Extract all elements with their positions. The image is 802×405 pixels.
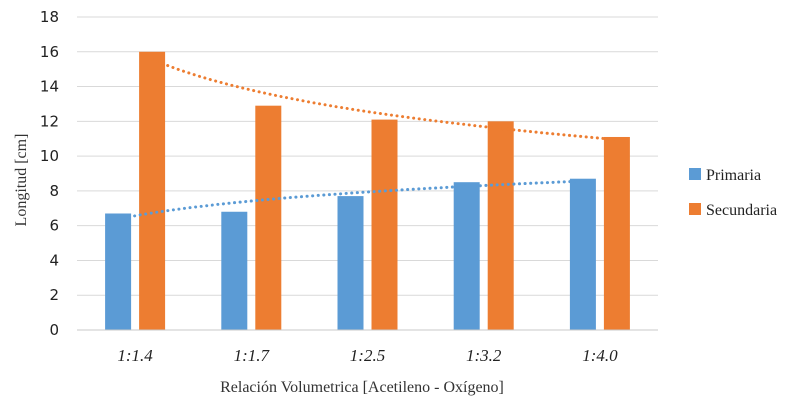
x-tick-label: 1:4.0 bbox=[582, 346, 618, 365]
y-tick-label: 0 bbox=[49, 321, 59, 339]
y-axis-ticks: 0 2 4 6 8 10 12 14 16 18 bbox=[40, 8, 59, 339]
legend: Primaria Secundaria bbox=[689, 167, 777, 219]
x-axis-ticks: 1:1.4 1:1.7 1:2.5 1:3.2 1:4.0 bbox=[117, 346, 618, 365]
x-axis-title: Relación Volumetrica [Acetileno - Oxígen… bbox=[220, 379, 504, 396]
legend-label-secundaria: Secundaria bbox=[706, 202, 777, 219]
y-tick-label: 2 bbox=[49, 286, 59, 304]
y-axis-title: Longitud [cm] bbox=[13, 134, 30, 227]
y-tick-label: 6 bbox=[49, 217, 59, 235]
y-tick-label: 12 bbox=[40, 112, 59, 130]
trendline-primaria bbox=[116, 179, 585, 221]
bars bbox=[105, 51, 630, 331]
x-tick-label: 1:3.2 bbox=[466, 346, 502, 365]
y-tick-label: 8 bbox=[49, 182, 59, 200]
bar-secundaria-1 bbox=[139, 51, 166, 331]
legend-swatch-primaria bbox=[689, 168, 701, 180]
bar-secundaria-3 bbox=[371, 119, 398, 330]
y-tick-label: 14 bbox=[40, 78, 59, 96]
bar-secundaria-5 bbox=[603, 136, 630, 330]
bar-primaria-2 bbox=[221, 211, 248, 330]
bar-primaria-4 bbox=[453, 182, 480, 330]
legend-swatch-secundaria bbox=[689, 203, 701, 215]
bar-secundaria-2 bbox=[255, 105, 282, 330]
bar-primaria-1 bbox=[105, 213, 132, 330]
gridlines bbox=[77, 16, 658, 296]
y-tick-label: 16 bbox=[40, 43, 59, 61]
x-tick-label: 1:2.5 bbox=[350, 346, 385, 365]
trendlines bbox=[116, 57, 619, 221]
bar-secundaria-4 bbox=[487, 121, 514, 330]
x-tick-label: 1:1.7 bbox=[234, 346, 271, 365]
y-tick-label: 10 bbox=[40, 147, 59, 165]
legend-label-primaria: Primaria bbox=[706, 167, 761, 184]
y-tick-label: 4 bbox=[49, 251, 59, 269]
y-tick-label: 18 bbox=[40, 8, 59, 26]
trendline-secundaria bbox=[150, 57, 619, 142]
bar-primaria-3 bbox=[337, 196, 364, 330]
x-tick-label: 1:1.4 bbox=[117, 346, 153, 365]
bar-primaria-5 bbox=[569, 178, 596, 330]
